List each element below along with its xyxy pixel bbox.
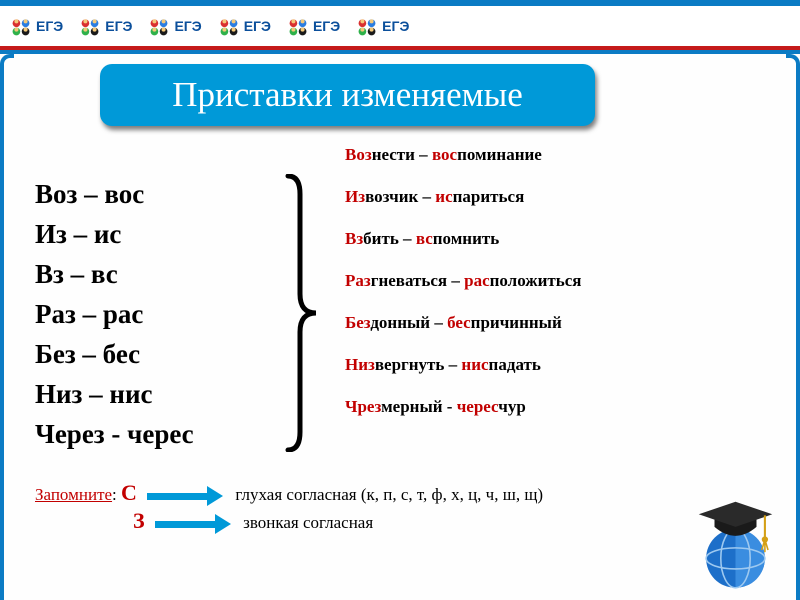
prefix-pair: Без – бес	[35, 334, 194, 374]
header-bar: ЕГЭ ЕГЭ ЕГЭ ЕГЭ ЕГЭ ЕГЭ	[0, 0, 800, 46]
prefix-pair: Через - черес	[35, 414, 194, 454]
ege-logo: ЕГЭ	[287, 15, 340, 37]
voiceless-consonants: глухая согласная (к, п, с, т, ф, х, ц, ч…	[235, 485, 543, 504]
remember-label: Запомните	[35, 485, 112, 504]
frame-left	[0, 64, 4, 600]
example-pair: Взбить – вспомнить	[345, 229, 780, 249]
letter-s: С	[121, 480, 137, 505]
ege-logo: ЕГЭ	[79, 15, 132, 37]
ege-logo: ЕГЭ	[148, 15, 201, 37]
ege-logo: ЕГЭ	[218, 15, 271, 37]
rule-line-voiceless: Запомните: С глухая согласная (к, п, с, …	[35, 480, 700, 506]
prefix-pair: Раз – рас	[35, 294, 194, 334]
ege-logo-text: ЕГЭ	[382, 18, 409, 34]
letter-z: З	[133, 508, 145, 533]
title-box: Приставки изменяемые	[100, 64, 595, 126]
page-title: Приставки изменяемые	[172, 75, 523, 115]
ege-logo-text: ЕГЭ	[244, 18, 271, 34]
frame-right	[796, 64, 800, 600]
example-pair: Разгневаться – расположиться	[345, 271, 780, 291]
ege-logo-text: ЕГЭ	[174, 18, 201, 34]
rule-line-voiced: З звонкая согласная	[35, 508, 700, 534]
prefix-list: Воз – восИз – исВз – всРаз – расБез – бе…	[35, 174, 194, 454]
footer-rules: Запомните: С глухая согласная (к, п, с, …	[35, 480, 700, 534]
prefix-pair: Воз – вос	[35, 174, 194, 214]
ege-logo-text: ЕГЭ	[313, 18, 340, 34]
curly-bracket-icon	[280, 174, 320, 452]
header-underline-blue	[0, 50, 800, 54]
example-pair: Чрезмерный - чересчур	[345, 397, 780, 417]
voiced-consonants: звонкая согласная	[243, 513, 373, 532]
examples-column: Вознести – воспоминание Извозчик – испари…	[345, 145, 780, 439]
ege-logo-text: ЕГЭ	[36, 18, 63, 34]
arrow-icon	[147, 486, 223, 506]
example-pair: Извозчик – испариться	[345, 187, 780, 207]
ege-logo: ЕГЭ	[10, 15, 63, 37]
arrow-icon	[155, 514, 231, 534]
prefix-pair: Вз – вс	[35, 254, 194, 294]
graduation-cap-globe-icon	[683, 487, 788, 592]
prefix-pair: Низ – нис	[35, 374, 194, 414]
ege-logo-text: ЕГЭ	[105, 18, 132, 34]
example-pair: Бездонный – беспричинный	[345, 313, 780, 333]
example-pair: Вознести – воспоминание	[345, 145, 780, 165]
prefix-pair: Из – ис	[35, 214, 194, 254]
ege-logo: ЕГЭ	[356, 15, 409, 37]
example-pair: Низвергнуть – ниспадать	[345, 355, 780, 375]
